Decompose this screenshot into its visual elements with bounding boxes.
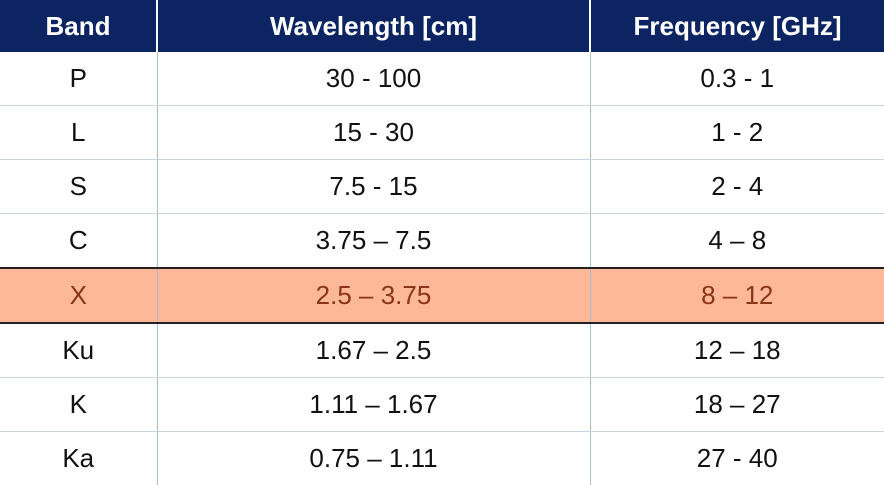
table-cell: 7.5 - 15 [157,159,591,214]
table-row: L 15 - 30 1 - 2 [0,105,884,160]
table-cell: 15 - 30 [157,105,591,160]
table-row: S 7.5 - 15 2 - 4 [0,159,884,214]
table-cell: L [0,105,158,160]
table-cell: 30 - 100 [157,52,591,106]
table-cell: C [0,213,158,269]
table-cell: P [0,52,158,106]
table-cell: 12 – 18 [590,323,884,378]
table-cell: Ku [0,323,158,378]
table-row: K 1.11 – 1.67 18 – 27 [0,377,884,432]
table-row: Ku 1.67 – 2.5 12 – 18 [0,323,884,378]
table-row: X 2.5 – 3.75 8 – 12 [0,267,884,324]
header-row: Band Wavelength [cm] Frequency [GHz] [0,0,884,52]
table-cell: 18 – 27 [590,377,884,432]
table-cell: 2 - 4 [590,159,884,214]
table-cell: 27 - 40 [696,443,778,473]
table-cell: 1 - 2 [590,105,884,160]
table-cell: 1.11 – 1.67 [157,377,591,432]
table-cell: K [0,377,158,432]
header-cell: Wavelength [cm] [157,0,591,52]
header-cell: Frequency [GHz] [590,0,884,52]
table-cell: 1.67 – 2.5 [157,323,591,378]
table-cell: Ka [0,431,158,485]
table-body: P 30 - 100 0.3 - 1 L 15 - 30 1 - 2 S 7.5 - 15 2 … [0,52,884,485]
table-row: Ka 0.75 – 1.11 27 - 40 [0,431,884,485]
table-cell: 3.75 – 7.5 [157,213,591,269]
table-cell: X [0,267,158,324]
table-cell: 8 – 12 [590,267,884,324]
table-cell: S [0,159,158,214]
table-cell: 2.5 – 3.75 [157,267,591,324]
table-cell: 0.75 – 1.11 [157,431,591,485]
table-row: C 3.75 – 7.5 4 – 8 [0,213,884,269]
header-cell: Band [0,0,158,52]
table-cell: 4 – 8 [590,213,884,269]
table-row: P 30 - 100 0.3 - 1 [0,52,884,106]
table-cell: 0.3 - 1 [590,52,884,106]
